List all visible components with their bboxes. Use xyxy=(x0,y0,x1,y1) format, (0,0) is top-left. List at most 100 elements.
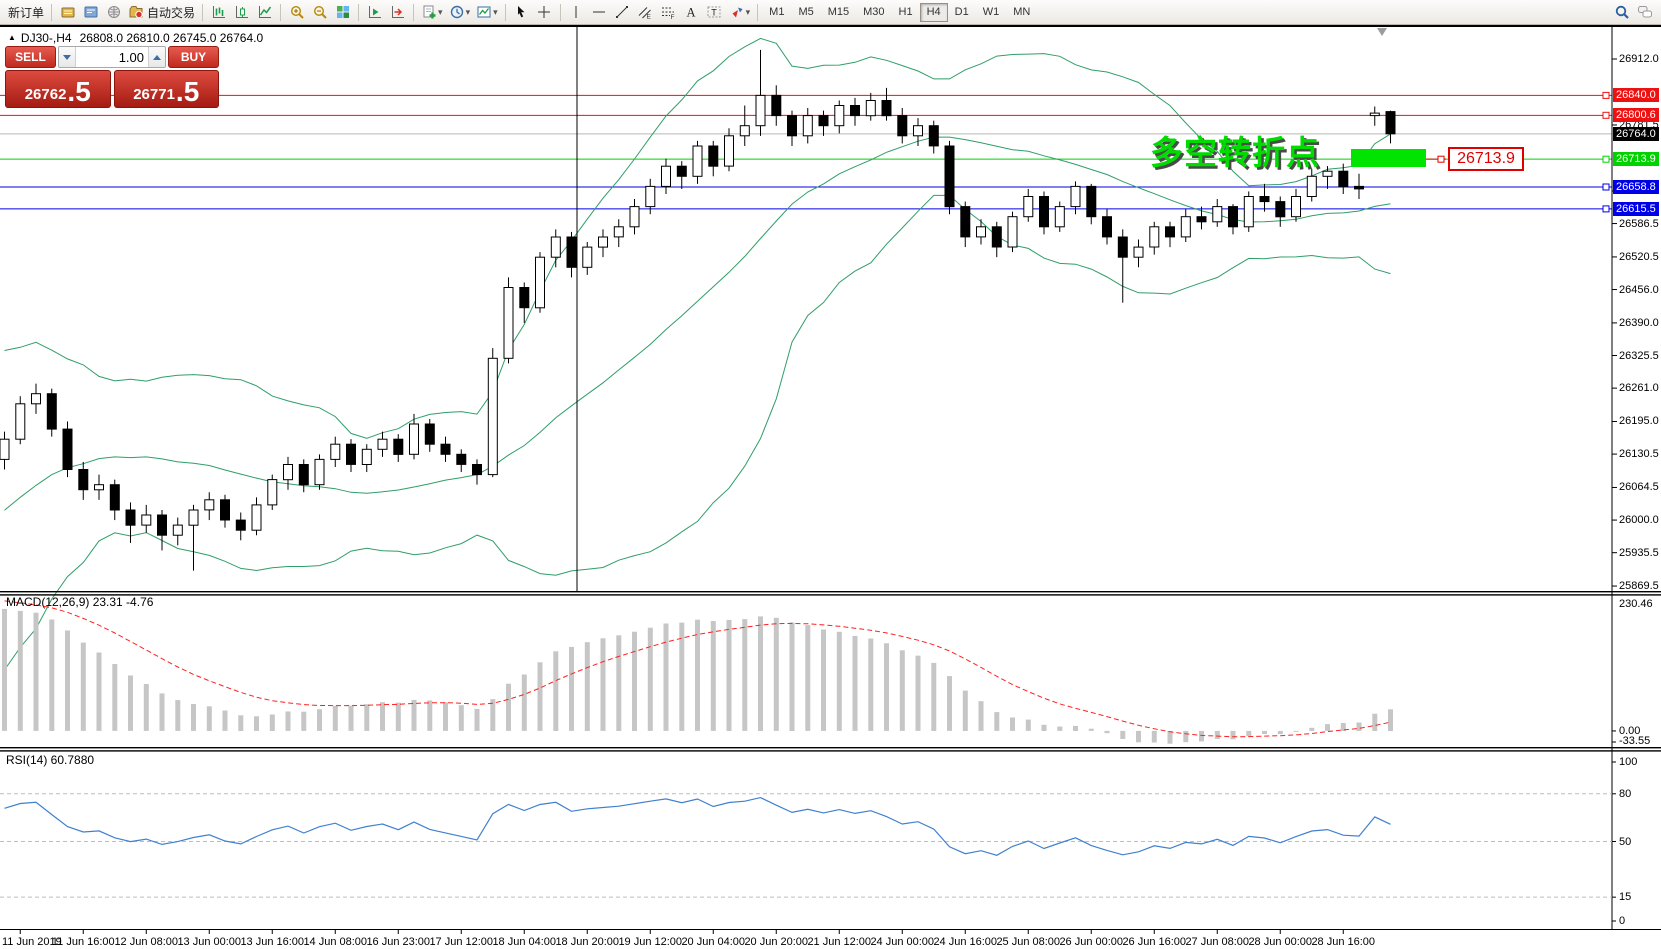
volume-stepper xyxy=(58,46,166,68)
timeframe-button-m5[interactable]: M5 xyxy=(791,3,820,22)
ohlc-values: 26808.0 26810.0 26745.0 26764.0 xyxy=(79,31,264,45)
search-button[interactable] xyxy=(1610,2,1633,23)
horizontal-line-button[interactable] xyxy=(588,2,611,23)
toolbar-separator xyxy=(413,3,415,21)
trendline-button[interactable] xyxy=(611,2,634,23)
buy-button[interactable]: BUY xyxy=(168,46,219,68)
sell-button[interactable]: SELL xyxy=(5,46,56,68)
indicators-button[interactable]: ▾ xyxy=(418,2,446,23)
toolbar-separator xyxy=(202,3,204,21)
chevron-down-icon: ▾ xyxy=(493,6,498,17)
chart-shift-button[interactable] xyxy=(386,2,409,23)
svg-text:F: F xyxy=(671,14,675,20)
timeframe-button-w1[interactable]: W1 xyxy=(976,3,1007,22)
chart-bars-button[interactable] xyxy=(207,2,230,23)
market-watch-button[interactable] xyxy=(56,2,79,23)
indicators-icon xyxy=(421,4,437,20)
navigator-button[interactable] xyxy=(79,2,102,23)
volume-increase-button[interactable] xyxy=(148,47,165,67)
text-icon: A xyxy=(683,4,699,20)
timeframe-button-m1[interactable]: M1 xyxy=(762,3,791,22)
tile-windows-icon xyxy=(335,4,351,20)
toolbar-separator xyxy=(51,3,53,21)
timeframe-button-h4[interactable]: H4 xyxy=(919,2,948,22)
search-icon xyxy=(1614,4,1630,20)
zoom-out-icon xyxy=(312,4,328,20)
autotrading-button[interactable]: 自动交易 xyxy=(125,2,198,23)
chart-line-icon xyxy=(257,4,273,20)
volume-input[interactable] xyxy=(76,47,148,67)
text-label-button[interactable]: T xyxy=(703,2,726,23)
periods-icon xyxy=(449,4,465,20)
fibonacci-icon: F xyxy=(660,4,676,21)
auto-scroll-button[interactable] xyxy=(363,2,386,23)
chart-title: ▲ DJ30-,H4 26808.0 26810.0 26745.0 26764.0 xyxy=(8,31,263,45)
toolbar-separator xyxy=(757,3,759,21)
arrows-button[interactable]: ▾ xyxy=(726,2,754,23)
chevron-down-icon: ▾ xyxy=(438,6,443,17)
vertical-line-button[interactable] xyxy=(565,2,588,23)
one-click-trading-panel: SELL BUY 26762.5 26771.5 xyxy=(5,46,219,108)
zoom-out-button[interactable] xyxy=(308,2,331,23)
rsi-indicator-label: RSI(14) 60.7880 xyxy=(6,753,95,767)
fibonacci-button[interactable]: F xyxy=(657,2,680,23)
horizontal-line-icon xyxy=(591,4,607,20)
autotrading-label: 自动交易 xyxy=(147,5,196,20)
symbol-period-label: DJ30-,H4 xyxy=(20,31,72,45)
zoom-in-icon xyxy=(289,4,305,20)
chart-candles-button[interactable] xyxy=(230,2,253,23)
svg-text:E: E xyxy=(647,14,652,21)
navigator-icon xyxy=(83,4,99,20)
crosshair-button[interactable] xyxy=(533,2,556,23)
terminal-button[interactable] xyxy=(102,2,125,23)
timeframe-button-m30[interactable]: M30 xyxy=(856,3,891,22)
text-button[interactable]: A xyxy=(680,2,703,23)
volume-decrease-button[interactable] xyxy=(59,47,76,67)
svg-text:A: A xyxy=(687,6,696,20)
buy-price-base: 26771 xyxy=(133,86,175,103)
channel-button[interactable]: E xyxy=(634,2,657,23)
macd-indicator-label: MACD(12,26,9) 23.31 -4.76 xyxy=(6,595,154,609)
chat-button[interactable] xyxy=(1633,2,1656,23)
templates-button[interactable]: ▾ xyxy=(473,2,501,23)
timeframe-button-mn[interactable]: MN xyxy=(1006,3,1037,22)
cursor-button[interactable] xyxy=(510,2,533,23)
buy-price-pips: .5 xyxy=(175,76,200,108)
tile-windows-button[interactable] xyxy=(331,2,354,23)
chevron-down-icon: ▾ xyxy=(745,6,751,17)
chart-line-button[interactable] xyxy=(253,2,276,23)
chart-candles-icon xyxy=(234,4,250,20)
chevron-up-icon xyxy=(153,54,161,60)
timeframe-button-m15[interactable]: M15 xyxy=(821,3,856,22)
chevron-down-icon: ▾ xyxy=(465,6,471,17)
terminal-icon xyxy=(106,4,122,20)
collapse-arrow-icon[interactable]: ▲ xyxy=(8,33,16,42)
zoom-in-button[interactable] xyxy=(285,2,308,23)
periods-button[interactable]: ▾ xyxy=(446,2,474,23)
chart-bars-icon xyxy=(211,4,227,20)
toolbar: 新订单 自动交易 ▾ ▾ ▾ E F A T ▾ M1 M5 M15 M30 H1 H4 D1 W1 MN xyxy=(0,0,1661,25)
chevron-down-icon xyxy=(63,54,71,60)
price-tag-label[interactable]: 26713.9 xyxy=(1448,147,1524,171)
auto-scroll-icon xyxy=(367,4,383,20)
chat-icon xyxy=(1637,4,1653,20)
market-watch-icon xyxy=(60,4,76,20)
toolbar-separator xyxy=(280,3,282,21)
cursor-icon xyxy=(513,4,529,20)
sell-price-base: 26762 xyxy=(24,86,67,103)
buy-price-button[interactable]: 26771.5 xyxy=(113,70,219,108)
crosshair-icon xyxy=(536,4,552,20)
new-order-button[interactable]: 新订单 xyxy=(5,2,47,23)
chart-shift-icon xyxy=(390,4,406,20)
annotation-text: 多空转折点 xyxy=(1150,134,1320,171)
autotrading-icon xyxy=(128,4,144,20)
toolbar-separator xyxy=(358,3,360,21)
toolbar-separator xyxy=(504,3,506,21)
sell-price-pips: .5 xyxy=(67,76,91,108)
timeframe-button-d1[interactable]: D1 xyxy=(948,3,976,22)
sell-price-button[interactable]: 26762.5 xyxy=(5,70,111,108)
timeframe-button-h1[interactable]: H1 xyxy=(892,3,920,22)
templates-icon xyxy=(476,4,492,20)
